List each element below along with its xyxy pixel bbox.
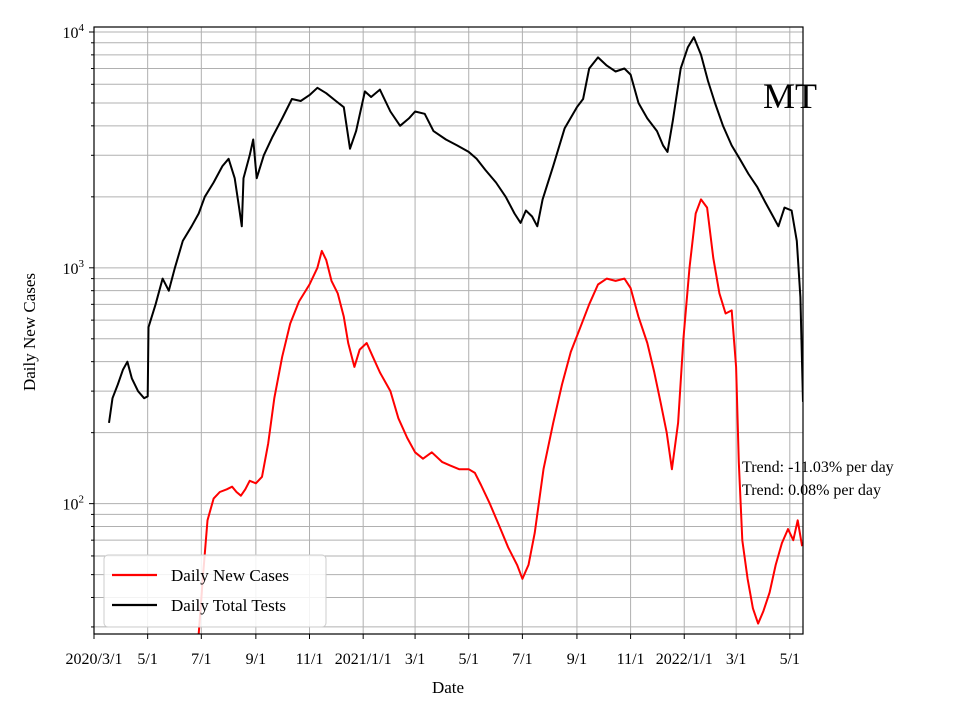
- x-tick-label: 3/1: [726, 651, 746, 668]
- y-tick-label: 103: [63, 258, 85, 278]
- x-tick-label: 9/1: [246, 651, 266, 668]
- plot-frame: [93, 26, 804, 635]
- y-tick-base: 10: [63, 497, 79, 514]
- x-tick-label: 11/1: [617, 651, 645, 668]
- y-tick-exponent: 4: [79, 22, 85, 34]
- y-tick-base: 10: [63, 25, 79, 42]
- x-tick-label: 9/1: [567, 651, 587, 668]
- trend-annotation-2: Trend: 0.08% per day: [742, 482, 881, 499]
- x-tick-label: 2021/1/1: [335, 651, 392, 668]
- series-line-daily-new-cases: [197, 198, 803, 634]
- x-axis-title: Date: [432, 678, 464, 697]
- y-tick-label: 104: [63, 22, 85, 42]
- tick-layer: 2020/3/1 5/1 7/1 9/1 11/1 2021/1/1 3/1 5/1 7/1 9/…: [63, 22, 801, 668]
- x-tick-label: 2022/1/1: [656, 651, 713, 668]
- x-tick-label: 5/1: [137, 651, 157, 668]
- x-tick-label: 7/1: [191, 651, 211, 668]
- x-tick-label: 3/1: [405, 651, 425, 668]
- legend-label-daily-new-cases: Daily New Cases: [171, 566, 289, 585]
- x-tick-label: 11/1: [296, 651, 324, 668]
- state-label: MT: [763, 76, 817, 116]
- legend: Daily New Cases Daily Total Tests: [103, 554, 327, 628]
- x-tick-label: 2020/3/1: [66, 651, 123, 668]
- x-tick-label: 7/1: [512, 651, 532, 668]
- y-tick-label: 102: [63, 494, 85, 514]
- series-line-daily-total-tests: [108, 36, 803, 424]
- legend-label-daily-total-tests: Daily Total Tests: [171, 596, 286, 615]
- x-tick-label: 5/1: [780, 651, 800, 668]
- grid-layer: [93, 27, 803, 634]
- y-tick-exponent: 2: [79, 494, 85, 506]
- series-layer: [108, 36, 803, 634]
- legend-box: [103, 554, 327, 628]
- x-tick-label: 5/1: [459, 651, 479, 668]
- y-tick-exponent: 3: [79, 258, 85, 270]
- y-axis-title: Daily New Cases: [20, 273, 39, 391]
- y-tick-base: 10: [63, 261, 79, 278]
- trend-annotation-1: Trend: -11.03% per day: [742, 459, 894, 476]
